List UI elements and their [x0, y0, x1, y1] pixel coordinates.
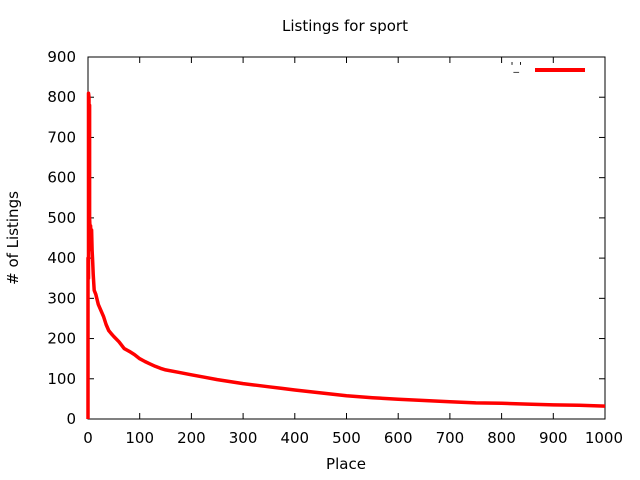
y-axis-ticks: 0 100 200 300 400 500 600 700 800 900 — [47, 48, 605, 428]
x-tick-label: 400 — [280, 429, 309, 447]
y-tick-label: 700 — [47, 128, 76, 146]
legend-label: '_' — [510, 60, 522, 73]
series-layer — [86, 91, 606, 419]
y-tick-label: 200 — [47, 330, 76, 348]
y-tick-label: 900 — [47, 48, 76, 66]
x-tick-label: 900 — [539, 429, 568, 447]
y-tick-label: 0 — [66, 410, 76, 428]
x-tick-label: 700 — [436, 429, 465, 447]
y-tick-label: 400 — [47, 249, 76, 267]
x-tick-label: 100 — [125, 429, 154, 447]
x-axis-label: Place — [326, 455, 366, 473]
y-tick-label: 800 — [47, 88, 76, 106]
legend: '_' — [510, 60, 585, 73]
x-tick-label: 0 — [83, 429, 93, 447]
y-tick-label: 300 — [47, 289, 76, 307]
x-tick-label: 1000 — [585, 429, 623, 447]
series-line-0 — [86, 91, 606, 419]
x-tick-label: 200 — [177, 429, 206, 447]
plot-frame — [87, 56, 606, 420]
y-axis-label: # of Listings — [4, 191, 22, 285]
chart-title: Listings for sport — [282, 17, 408, 35]
x-axis-ticks: 0 100 200 300 400 500 600 700 800 900 1000 — [83, 57, 623, 447]
x-tick-label: 300 — [229, 429, 258, 447]
y-tick-label: 100 — [47, 370, 76, 388]
y-tick-label: 600 — [47, 169, 76, 187]
x-tick-label: 800 — [487, 429, 516, 447]
x-tick-label: 600 — [384, 429, 413, 447]
y-tick-label: 500 — [47, 209, 76, 227]
x-tick-label: 500 — [332, 429, 361, 447]
